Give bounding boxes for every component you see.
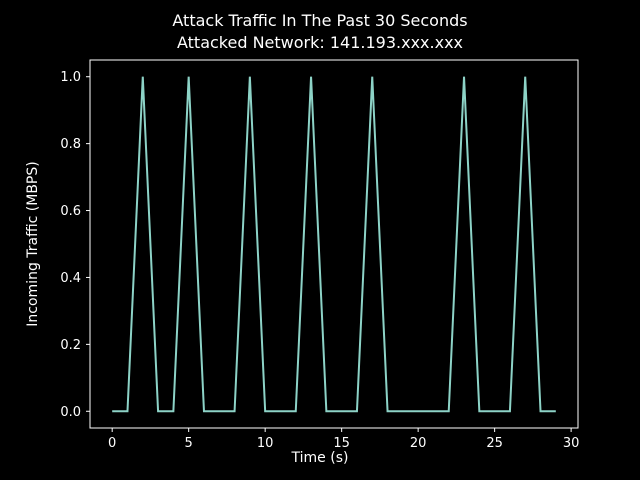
- x-tick-label: 25: [486, 436, 503, 451]
- x-tick-label: 0: [108, 436, 116, 451]
- y-tick-label: 0.0: [60, 405, 81, 420]
- x-tick-label: 5: [185, 436, 193, 451]
- y-tick-label: 0.4: [60, 271, 81, 286]
- x-axis-label: Time (s): [291, 450, 349, 466]
- x-tick-label: 20: [410, 436, 427, 451]
- y-tick-label: 1.0: [60, 70, 81, 85]
- chart-subtitle: Attacked Network: 141.193.xxx.xxx: [176, 33, 464, 52]
- y-tick-label: 0.2: [60, 338, 81, 353]
- y-axis-label: Incoming Traffic (MBPS): [25, 161, 41, 327]
- y-tick-label: 0.6: [60, 204, 81, 219]
- chart-title-block: Attack Traffic In The Past 30 Seconds At…: [0, 10, 640, 54]
- chart-title: Attack Traffic In The Past 30 Seconds: [172, 11, 468, 30]
- x-tick-label: 30: [563, 436, 580, 451]
- x-tick-label: 10: [257, 436, 274, 451]
- traffic-line-series: [112, 76, 556, 413]
- axes-frame: [89, 59, 579, 429]
- y-tick-label: 0.8: [60, 137, 81, 152]
- x-tick-label: 15: [333, 436, 350, 451]
